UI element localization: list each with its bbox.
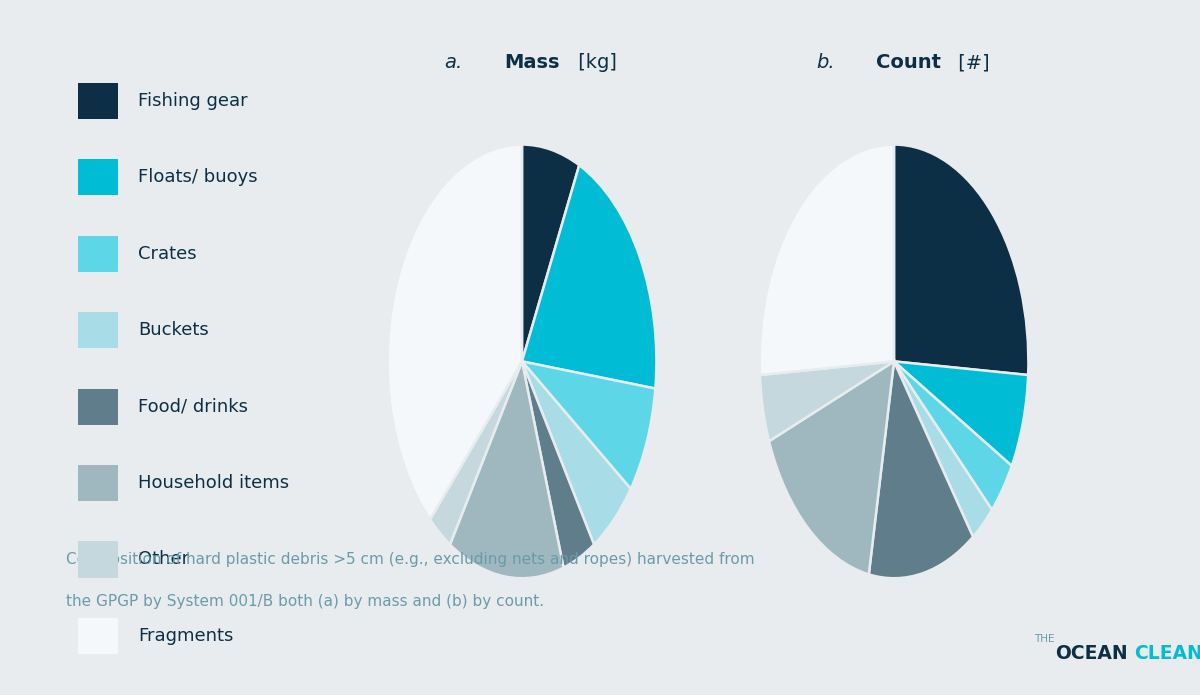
Text: b.: b. [816, 53, 835, 72]
Text: Other: Other [138, 550, 190, 569]
Wedge shape [760, 145, 894, 375]
Wedge shape [522, 361, 655, 489]
Wedge shape [450, 361, 564, 578]
Text: Mass: Mass [504, 53, 559, 72]
Text: OCEAN: OCEAN [1055, 644, 1128, 663]
Text: THE: THE [1034, 635, 1055, 644]
Wedge shape [430, 361, 522, 544]
Text: Household items: Household items [138, 474, 289, 492]
Wedge shape [769, 361, 894, 574]
Wedge shape [522, 165, 656, 389]
Wedge shape [522, 145, 580, 361]
Wedge shape [522, 361, 594, 568]
Wedge shape [894, 145, 1028, 375]
Text: Composition of hard plastic debris >5 cm (e.g., excluding nets and ropes) harves: Composition of hard plastic debris >5 cm… [66, 552, 755, 567]
Wedge shape [388, 145, 522, 519]
Text: Floats/ buoys: Floats/ buoys [138, 168, 258, 186]
Text: the GPGP by System 001/B both (a) by mass and (b) by count.: the GPGP by System 001/B both (a) by mas… [66, 594, 544, 609]
Text: Crates: Crates [138, 245, 197, 263]
Text: [#]: [#] [952, 53, 989, 72]
Text: Food/ drinks: Food/ drinks [138, 398, 248, 416]
Text: Count: Count [876, 53, 941, 72]
Text: Fragments: Fragments [138, 627, 233, 645]
Text: [kg]: [kg] [572, 53, 617, 72]
Wedge shape [894, 361, 1028, 466]
Wedge shape [760, 361, 894, 441]
Text: Fishing gear: Fishing gear [138, 92, 247, 110]
Wedge shape [522, 361, 631, 544]
Wedge shape [869, 361, 973, 578]
Wedge shape [894, 361, 1012, 510]
Wedge shape [894, 361, 992, 537]
Text: a.: a. [444, 53, 462, 72]
Text: CLEANUP: CLEANUP [1134, 644, 1200, 663]
Text: Buckets: Buckets [138, 321, 209, 339]
